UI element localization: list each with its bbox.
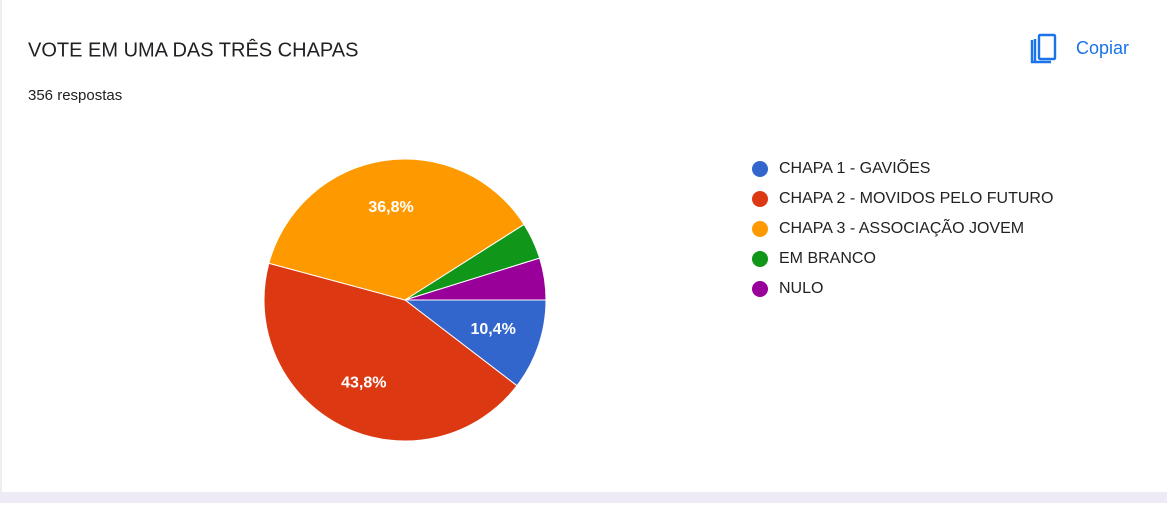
pie-slice	[263, 262, 518, 442]
pie-slice	[404, 257, 547, 301]
slice-label: 43,8%	[341, 375, 386, 392]
legend-swatch	[752, 161, 768, 177]
slice-label: 36,8%	[368, 199, 413, 216]
chart-title: VOTE EM UMA DAS TRÊS CHAPAS	[28, 38, 358, 61]
response-count: 356 respostas	[28, 87, 122, 104]
copy-icon	[1030, 33, 1057, 64]
legend-label: CHAPA 2 - MOVIDOS PELO FUTURO	[779, 190, 1053, 207]
legend-label: CHAPA 1 - GAVIÕES	[779, 157, 930, 177]
legend-swatch	[752, 221, 768, 237]
slice-label: 10,4%	[470, 321, 515, 338]
pie-slice	[403, 299, 547, 387]
legend-swatch	[752, 251, 768, 267]
footer-band	[0, 492, 1167, 503]
legend-swatch	[752, 191, 768, 207]
legend-swatch	[752, 281, 768, 297]
legend-label: NULO	[779, 280, 823, 297]
copy-label[interactable]: Copiar	[1076, 38, 1129, 58]
legend-label: EM BRANCO	[779, 250, 876, 267]
legend-label: CHAPA 3 - ASSOCIAÇÃO JOVEM	[779, 217, 1024, 237]
copy-button[interactable]: Copiar	[1030, 33, 1129, 64]
